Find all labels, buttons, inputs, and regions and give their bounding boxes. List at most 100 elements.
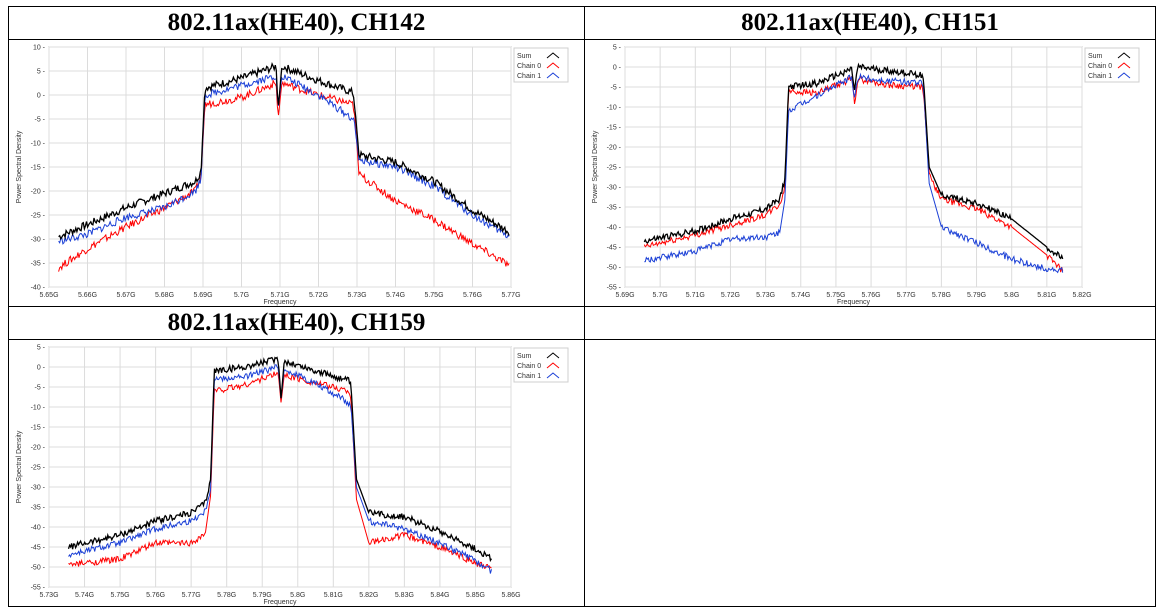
empty-plot-cell: [584, 339, 1156, 607]
x-tick-label: 5.74G: [791, 292, 810, 299]
y-tick-label: -25 -: [607, 165, 622, 172]
legend-swatch-chain-0: [1117, 62, 1131, 69]
x-tick-label: 5.73G: [347, 292, 366, 299]
legend-swatch-chain-1: [546, 72, 560, 79]
x-axis-label: Frequency: [263, 599, 297, 606]
legend-label-sum: Sum: [517, 353, 532, 360]
y-tick-label: -10 -: [607, 105, 622, 112]
legend-label-chain-0: Chain 0: [1088, 63, 1112, 70]
x-tick-label: 5.71G: [270, 292, 289, 299]
x-tick-label: 5.78G: [217, 592, 236, 599]
y-tick-label: -45 -: [607, 245, 622, 252]
legend-label-chain-1: Chain 1: [1088, 73, 1112, 80]
y-tick-label: -35 -: [31, 505, 46, 512]
x-tick-label: 5.67G: [116, 292, 135, 299]
y-tick-label: -25 -: [31, 465, 46, 472]
legend-box: [513, 347, 569, 383]
legend-swatch-chain-0: [546, 362, 560, 369]
x-tick-label: 5.66G: [78, 292, 97, 299]
legend-label-sum: Sum: [517, 53, 532, 60]
series-line-chain-1: [644, 72, 1064, 274]
x-tick-label: 5.86G: [501, 592, 520, 599]
x-tick-label: 5.7G: [234, 292, 249, 299]
y-tick-label: -55 -: [607, 285, 622, 292]
y-tick-label: -40 -: [31, 285, 46, 292]
y-tick-label: -15 -: [31, 165, 46, 172]
series-line-sum: [58, 61, 510, 241]
empty-title-cell: [584, 306, 1156, 340]
x-tick-label: 5.72G: [309, 292, 328, 299]
series-line-sum: [67, 356, 493, 563]
y-tick-label: 5 -: [37, 345, 46, 352]
x-tick-label: 5.76G: [463, 292, 482, 299]
series-line-chain-0: [58, 78, 510, 272]
x-tick-label: 5.75G: [826, 292, 845, 299]
x-tick-label: 5.69G: [193, 292, 212, 299]
x-tick-label: 5.75G: [424, 292, 443, 299]
y-tick-label: -45 -: [31, 545, 46, 552]
y-tick-label: 5 -: [613, 45, 622, 52]
legend-swatch-chain-0: [546, 62, 560, 69]
legend-swatch-chain-1: [1117, 72, 1131, 79]
x-tick-label: 5.71G: [686, 292, 705, 299]
plot-cell-ch142: 5.65G 5.66G 5.67G 5.68G 5.69G 5.7G 5.71G 5.72G 5…: [8, 39, 585, 307]
x-tick-label: 5.74G: [386, 292, 405, 299]
y-tick-label: -55 -: [31, 585, 46, 592]
legend-box: [1084, 47, 1140, 83]
legend-label-chain-1: Chain 1: [517, 373, 541, 380]
x-tick-label: 5.73G: [756, 292, 775, 299]
y-tick-label: -15 -: [607, 125, 622, 132]
cell-title-ch159: 802.11ax(HE40), CH159: [8, 306, 585, 340]
cell-title-ch151: 802.11ax(HE40), CH151: [584, 6, 1156, 40]
x-tick-label: 5.65G: [39, 292, 58, 299]
y-tick-label: -40 -: [31, 525, 46, 532]
x-tick-label: 5.77G: [897, 292, 916, 299]
x-tick-label: 5.81G: [324, 592, 343, 599]
legend-label-chain-0: Chain 0: [517, 363, 541, 370]
y-tick-label: -5 -: [35, 385, 46, 392]
x-tick-label: 5.79G: [967, 292, 986, 299]
x-tick-label: 5.82G: [359, 592, 378, 599]
x-tick-label: 5.76G: [146, 592, 165, 599]
legend-box: [513, 47, 569, 83]
x-tick-label: 5.75G: [111, 592, 130, 599]
x-tick-label: 5.72G: [721, 292, 740, 299]
y-tick-label: -30 -: [31, 237, 46, 244]
x-tick-label: 5.82G: [1072, 292, 1091, 299]
y-tick-label: -50 -: [31, 565, 46, 572]
cell-title-ch142: 802.11ax(HE40), CH142: [8, 6, 585, 40]
x-tick-label: 5.83G: [395, 592, 414, 599]
y-tick-label: -40 -: [607, 225, 622, 232]
y-tick-label: -30 -: [607, 185, 622, 192]
y-tick-label: -20 -: [31, 445, 46, 452]
legend-label-chain-1: Chain 1: [517, 73, 541, 80]
psd-chart-ch159: 5.73G 5.74G 5.75G 5.76G 5.77G 5.78G 5.79G 5.8G 5…: [16, 345, 569, 606]
y-tick-label: -35 -: [607, 205, 622, 212]
y-tick-label: -10 -: [31, 141, 46, 148]
x-tick-label: 5.8G: [1004, 292, 1019, 299]
x-tick-label: 5.69G: [615, 292, 634, 299]
x-tick-label: 5.8G: [290, 592, 305, 599]
x-tick-label: 5.78G: [932, 292, 951, 299]
y-tick-label: -50 -: [607, 265, 622, 272]
y-tick-label: 0 -: [613, 65, 622, 72]
y-tick-label: 10 -: [33, 45, 46, 52]
y-tick-label: -5 -: [611, 85, 622, 92]
legend-label-chain-0: Chain 0: [517, 63, 541, 70]
x-tick-label: 5.74G: [75, 592, 94, 599]
x-tick-label: 5.7G: [653, 292, 668, 299]
results-table: 802.11ax(HE40), CH142 802.11ax(HE40), CH…: [8, 6, 1156, 607]
y-tick-label: -30 -: [31, 485, 46, 492]
x-tick-label: 5.81G: [1037, 292, 1056, 299]
legend-label-sum: Sum: [1088, 53, 1103, 60]
plot-cell-ch159: 5.73G 5.74G 5.75G 5.76G 5.77G 5.78G 5.79G 5.8G 5…: [8, 339, 585, 607]
y-tick-label: 0 -: [37, 93, 46, 100]
psd-chart-ch142: 5.65G 5.66G 5.67G 5.68G 5.69G 5.7G 5.71G 5.72G 5…: [16, 45, 569, 306]
plot-cell-ch151: 5.69G 5.7G 5.71G 5.72G 5.73G 5.74G 5.75G 5.76G 5…: [584, 39, 1156, 307]
legend-swatch-sum: [1117, 52, 1131, 59]
y-axis-label: Power Spectral Density: [16, 430, 23, 503]
x-tick-label: 5.77G: [182, 592, 201, 599]
legend-swatch-chain-1: [546, 372, 560, 379]
y-tick-label: 5 -: [37, 69, 46, 76]
series-line-sum: [643, 62, 1064, 260]
